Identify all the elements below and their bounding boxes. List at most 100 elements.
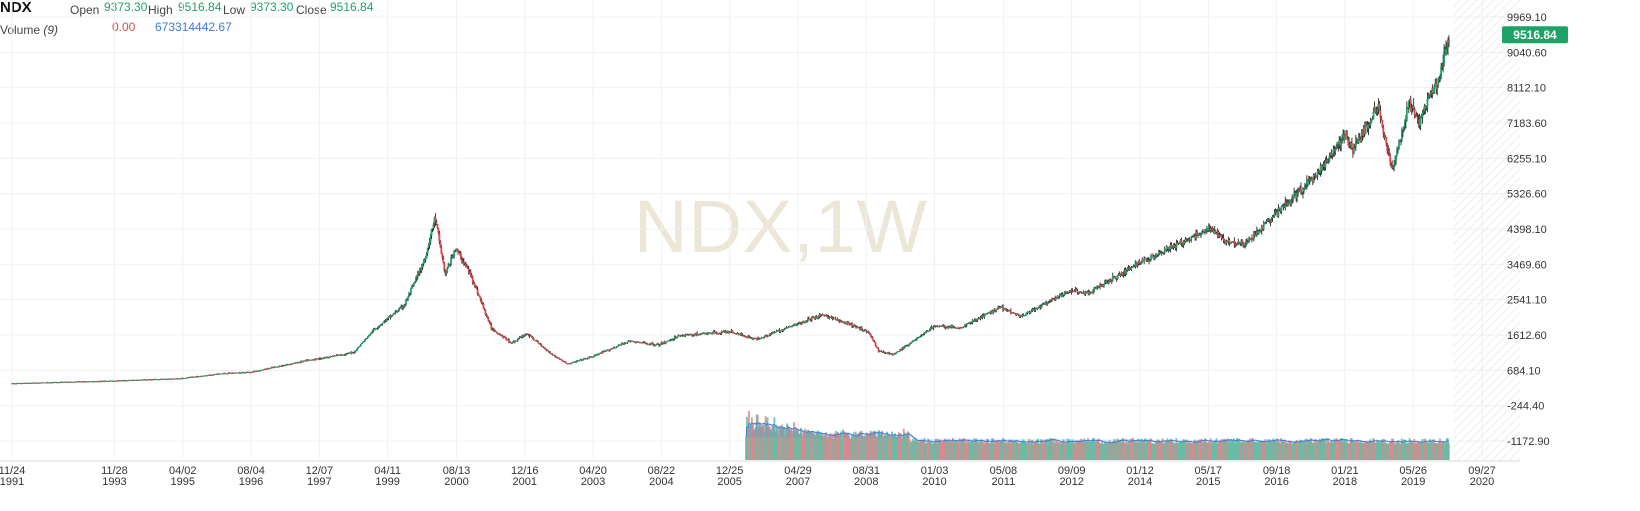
- candle-body: [117, 380, 120, 382]
- candle-body: [1046, 302, 1049, 306]
- volume-bar: [921, 440, 924, 460]
- candle-body: [840, 321, 843, 323]
- candle-body: [86, 381, 89, 383]
- candle-body: [1339, 140, 1342, 146]
- volume-bar: [1112, 440, 1115, 460]
- volume-bar: [1259, 440, 1262, 460]
- volume-bar: [1097, 438, 1100, 460]
- candle-body: [334, 355, 337, 357]
- volume-bar: [912, 440, 915, 460]
- candle-body: [623, 342, 626, 344]
- candle-body: [126, 380, 129, 382]
- y-tick-label: -1172.90: [1507, 436, 1550, 448]
- candle-body: [36, 382, 39, 384]
- candle-body: [105, 380, 108, 382]
- candle-body: [923, 332, 926, 334]
- candle-body: [651, 343, 653, 345]
- candle-body: [1209, 227, 1212, 231]
- candle-body: [1355, 139, 1358, 141]
- volume-bar: [1063, 442, 1066, 460]
- candle-body: [402, 307, 405, 309]
- candle-body: [996, 309, 999, 311]
- candle-body: [816, 316, 819, 318]
- candle-body: [1334, 148, 1337, 152]
- candle-body: [1234, 244, 1237, 246]
- candle-body: [989, 312, 992, 314]
- candle-body: [1240, 240, 1243, 243]
- x-tick-date: 05/17: [1195, 465, 1223, 477]
- candle-body: [194, 376, 197, 378]
- candle-body: [880, 350, 883, 352]
- volume-bar: [1441, 441, 1443, 460]
- candle-body: [469, 271, 472, 275]
- volume-bar: [1013, 440, 1016, 460]
- candle-body: [277, 366, 280, 368]
- candle-body: [743, 335, 746, 337]
- candle-body: [1295, 192, 1297, 199]
- candle-body: [919, 335, 922, 337]
- candle-body: [164, 379, 167, 381]
- x-tick-date: 12/25: [716, 465, 744, 477]
- candle-body: [768, 333, 771, 336]
- volume-bar: [1193, 441, 1195, 460]
- candle-body: [641, 342, 644, 344]
- volume-bar: [780, 427, 783, 460]
- volume-bar: [1051, 438, 1054, 460]
- volume-bar: [1407, 443, 1410, 460]
- candle-body: [307, 360, 309, 362]
- candle-body: [15, 383, 17, 385]
- candle-body: [1323, 164, 1326, 168]
- low-label: Low: [223, 3, 246, 17]
- candle-body: [244, 372, 247, 374]
- volume-bar: [1375, 442, 1378, 460]
- volume-bar: [1050, 438, 1053, 460]
- volume-bar: [1031, 440, 1034, 460]
- candle-body: [50, 382, 53, 384]
- candle-body: [292, 362, 295, 364]
- candle-body: [1019, 315, 1022, 318]
- volume-bar: [1019, 442, 1022, 460]
- candle-body: [744, 335, 747, 337]
- candle-body: [183, 377, 186, 379]
- candle-body: [329, 356, 332, 358]
- candle-body: [579, 359, 582, 361]
- candle-body: [711, 332, 714, 334]
- volume-bar: [875, 436, 878, 460]
- volume-bar: [1292, 443, 1294, 460]
- candle-body: [186, 377, 189, 379]
- candle-body: [865, 330, 868, 333]
- candle-body: [824, 315, 827, 317]
- volume-bar: [973, 438, 976, 460]
- candle-body: [695, 332, 698, 335]
- candle-body: [90, 381, 93, 383]
- candle-body: [213, 374, 215, 376]
- candle-body: [1366, 124, 1369, 129]
- volume-bar: [748, 410, 750, 460]
- candle-body: [1414, 115, 1417, 117]
- candle-body: [112, 380, 114, 382]
- candle-body: [1341, 137, 1344, 142]
- candle-body: [262, 369, 264, 371]
- candle-body: [498, 333, 501, 335]
- volume-layer: [745, 410, 1450, 460]
- candle-body: [910, 341, 913, 344]
- x-tick-date: 04/02: [169, 465, 197, 477]
- candle-body: [439, 241, 442, 248]
- candle-body: [1058, 295, 1061, 297]
- volume-bar: [938, 439, 940, 460]
- candle-body: [1126, 267, 1129, 271]
- candle-body: [92, 381, 95, 383]
- volume-bar: [1414, 442, 1417, 460]
- candle-body: [483, 308, 486, 310]
- volume-bar: [1392, 438, 1394, 460]
- x-tick-year: 2020: [1470, 476, 1494, 488]
- candle-body: [576, 360, 579, 362]
- volume-bar: [1135, 440, 1138, 460]
- volume-bar: [1304, 442, 1307, 460]
- candle-body: [1020, 315, 1023, 317]
- volume-bar: [1130, 440, 1133, 460]
- candle-body: [166, 378, 169, 380]
- candle-body: [1035, 307, 1038, 309]
- candle-body: [615, 346, 618, 348]
